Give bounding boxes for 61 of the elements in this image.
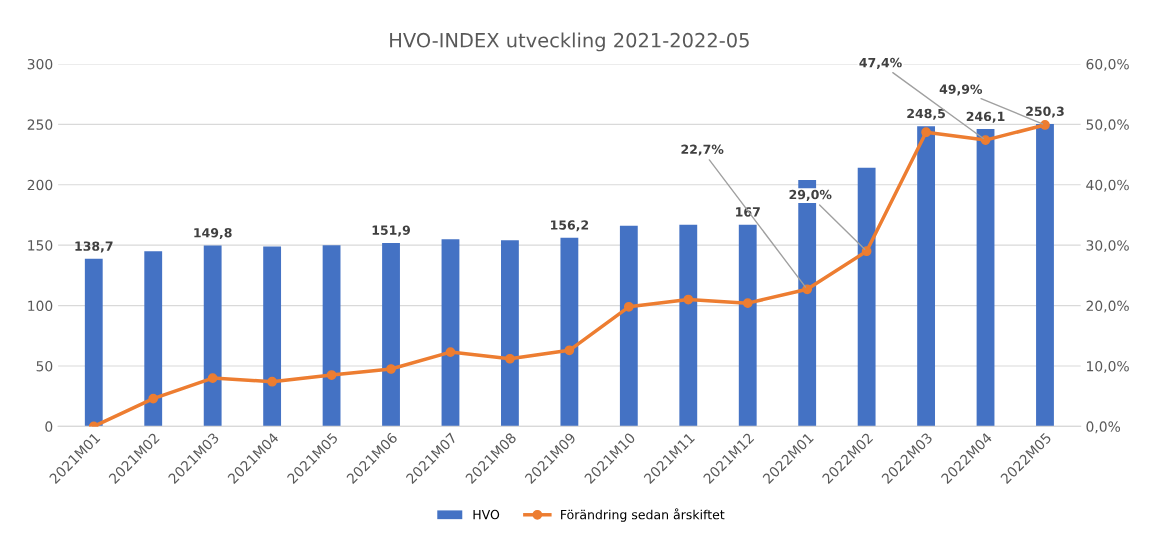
- bar: [144, 251, 163, 427]
- point: [1040, 120, 1050, 130]
- chart-title: HVO-INDEX utveckling 2021-2022-05: [390, 32, 749, 52]
- data-label: 47,4%: [859, 57, 902, 69]
- y2-tick-label: 10,0%: [1087, 360, 1129, 373]
- bar: [84, 258, 103, 427]
- bar: [917, 126, 935, 427]
- bar: [501, 240, 519, 427]
- data-label: 250,3: [1026, 106, 1064, 118]
- y-tick-label: 300: [27, 58, 53, 70]
- point: [742, 298, 753, 309]
- data-label: 167: [736, 207, 760, 217]
- y-tick-label: 250: [27, 119, 53, 130]
- data-label: 248,5: [907, 108, 945, 120]
- point: [921, 127, 931, 138]
- bar: [738, 224, 757, 427]
- point: [623, 301, 634, 312]
- y-tick-label: 0: [45, 421, 53, 432]
- legend-label: HVO: [473, 509, 500, 520]
- y2-tick-label: 50,0%: [1086, 119, 1129, 132]
- point: [445, 347, 456, 357]
- point: [802, 284, 813, 295]
- bar: [857, 167, 876, 427]
- y2-tick-label: 30,0%: [1086, 240, 1129, 253]
- data-label: 151,9: [372, 225, 410, 237]
- point: [207, 373, 218, 383]
- bar: [560, 237, 579, 427]
- point: [980, 135, 991, 145]
- data-label: 149,8: [194, 227, 232, 240]
- data-label: 246,1: [966, 111, 1005, 123]
- bar: [1036, 124, 1054, 427]
- point: [683, 294, 694, 305]
- point: [386, 364, 396, 374]
- data-label: 156,2: [551, 220, 589, 232]
- y-tick-label: 50: [36, 360, 53, 372]
- bar: [382, 242, 400, 427]
- bar: [619, 225, 638, 427]
- bar: [203, 245, 222, 427]
- point: [564, 345, 575, 356]
- y2-tick-label: 0,0%: [1086, 421, 1121, 434]
- data-label: 29,0%: [789, 189, 832, 201]
- y-tick-label: 200: [27, 179, 53, 191]
- bar: [263, 246, 282, 427]
- point: [326, 370, 337, 380]
- y-tick-label: 150: [28, 240, 53, 251]
- data-label: 22,7%: [681, 144, 724, 156]
- point: [861, 246, 872, 257]
- bar: [679, 224, 698, 427]
- bar: [976, 129, 995, 427]
- legend-label: Förändring sedan årskiftet: [561, 508, 725, 522]
- data-label: 138,7: [75, 241, 113, 253]
- y-tick-label: 100: [28, 300, 53, 312]
- point: [505, 353, 515, 364]
- y2-tick-label: 60,0%: [1086, 58, 1129, 71]
- data-label: 49,9%: [939, 84, 983, 96]
- y2-tick-label: 40,0%: [1086, 179, 1129, 192]
- bar: [441, 239, 460, 427]
- point: [148, 393, 159, 404]
- y2-tick-label: 20,0%: [1086, 300, 1129, 313]
- bar: [322, 245, 341, 427]
- point: [267, 376, 277, 387]
